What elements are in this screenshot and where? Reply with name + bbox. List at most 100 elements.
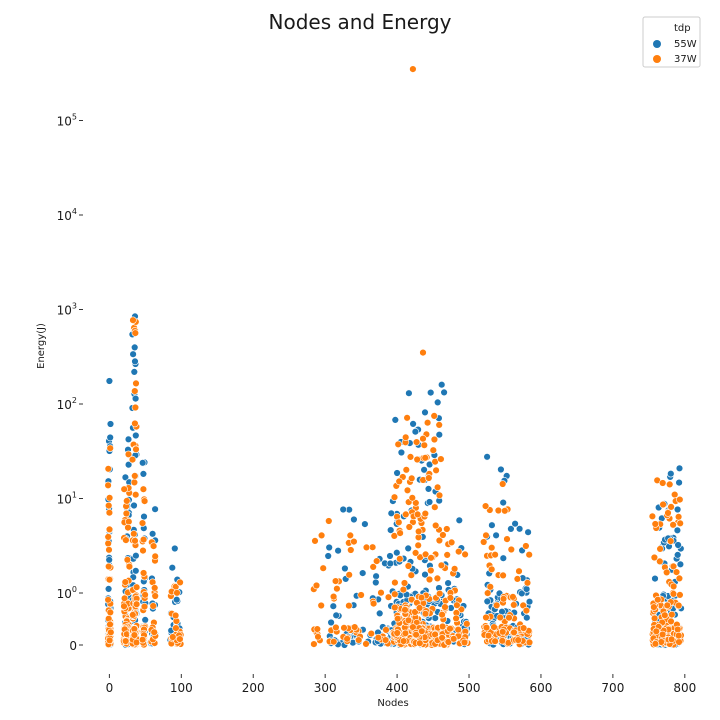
data-point <box>438 610 446 619</box>
legend-marker-55w <box>653 40 661 48</box>
data-point <box>497 465 505 474</box>
data-point <box>399 637 408 645</box>
data-point <box>139 485 148 493</box>
data-point <box>503 535 511 543</box>
data-point <box>350 515 358 524</box>
data-point <box>656 545 664 553</box>
data-point <box>329 592 338 601</box>
data-point <box>361 520 369 528</box>
data-point <box>345 571 353 579</box>
data-point <box>121 578 130 586</box>
data-point <box>491 637 499 645</box>
data-point <box>411 549 420 557</box>
data-point <box>396 555 404 563</box>
data-point <box>430 435 439 444</box>
data-point <box>435 421 443 429</box>
data-point <box>396 529 404 537</box>
data-point <box>447 538 456 547</box>
data-point <box>400 579 409 587</box>
data-point <box>441 603 449 611</box>
data-point <box>651 640 660 648</box>
data-point <box>345 601 353 610</box>
data-point <box>393 469 401 477</box>
data-point <box>104 481 112 489</box>
data-point <box>131 472 139 480</box>
data-point <box>391 590 399 598</box>
data-point <box>435 536 444 545</box>
data-point <box>381 636 390 644</box>
data-point <box>522 606 531 615</box>
x-tick-label: 0 <box>106 681 114 695</box>
data-point <box>105 636 114 645</box>
data-point <box>650 603 658 611</box>
data-point <box>105 575 114 584</box>
data-point <box>430 412 438 420</box>
data-point <box>492 531 500 539</box>
data-point <box>519 624 528 632</box>
data-point <box>394 440 402 448</box>
x-tick-label: 400 <box>386 681 409 695</box>
data-point <box>390 493 399 501</box>
data-point <box>421 509 429 518</box>
data-point <box>415 604 424 612</box>
data-point <box>650 614 659 622</box>
data-point <box>171 544 179 553</box>
data-point <box>405 389 413 397</box>
data-point <box>433 574 442 583</box>
data-point <box>522 585 531 593</box>
legend-marker-37w <box>653 55 661 63</box>
data-point <box>438 622 447 631</box>
data-point <box>324 552 332 560</box>
data-point <box>435 491 444 499</box>
data-point <box>493 601 501 609</box>
data-point <box>419 435 427 443</box>
data-point <box>325 543 333 552</box>
data-point <box>425 498 434 506</box>
data-point <box>427 566 435 575</box>
data-point <box>429 446 437 454</box>
data-point <box>104 596 112 604</box>
data-point <box>394 614 402 623</box>
data-point <box>408 474 416 482</box>
legend-title: tdp <box>674 23 691 34</box>
data-point <box>404 562 413 570</box>
data-point <box>347 546 355 554</box>
data-point <box>510 601 518 609</box>
data-point <box>675 478 683 487</box>
data-point <box>673 505 682 514</box>
data-point <box>368 543 377 551</box>
data-point <box>121 637 130 645</box>
data-point <box>676 519 684 527</box>
data-point <box>151 552 159 560</box>
data-point <box>433 483 442 491</box>
data-point <box>169 633 177 641</box>
data-point <box>420 466 428 474</box>
data-point <box>446 624 454 633</box>
data-point <box>511 519 519 528</box>
data-point <box>132 551 140 560</box>
data-point <box>148 530 157 538</box>
data-point <box>151 592 159 600</box>
data-point <box>106 620 114 629</box>
data-point <box>393 629 401 637</box>
data-point <box>120 485 128 493</box>
data-point <box>104 533 112 541</box>
data-point <box>105 546 113 554</box>
data-point <box>373 557 381 565</box>
data-point <box>140 512 148 521</box>
data-point <box>150 628 158 636</box>
data-point <box>490 623 498 631</box>
data-point <box>122 509 131 518</box>
data-point <box>486 583 494 591</box>
data-point <box>437 561 446 569</box>
data-point <box>668 610 676 619</box>
data-point <box>382 626 390 634</box>
data-point <box>455 516 463 524</box>
data-point <box>130 368 139 376</box>
data-point <box>443 525 451 533</box>
data-point <box>667 635 676 643</box>
data-point <box>132 445 140 453</box>
data-point <box>350 537 358 546</box>
data-point <box>656 557 664 566</box>
